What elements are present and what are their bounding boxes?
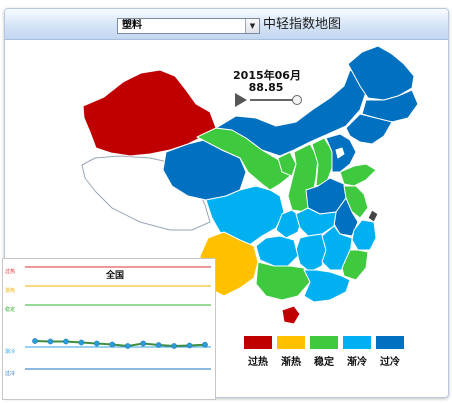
trend-point	[93, 340, 100, 347]
chevron-down-icon[interactable]: ▼	[245, 19, 259, 33]
trend-point	[124, 343, 131, 349]
timeline-slider-handle[interactable]	[292, 95, 302, 105]
region-liaoning[interactable]	[345, 113, 393, 145]
region-heilongjiang[interactable]	[347, 45, 415, 101]
page-title: 中轻指数地图	[263, 17, 342, 32]
region-taiwan[interactable]	[367, 209, 379, 223]
timeline-period: 2015年06月	[233, 69, 301, 82]
trend-point	[109, 341, 116, 348]
trend-point	[63, 338, 69, 345]
band-label: 过热	[5, 268, 15, 275]
play-icon[interactable]	[235, 93, 247, 107]
region-zhejiang[interactable]	[351, 219, 377, 251]
legend-label: 稳定	[314, 357, 334, 368]
region-fujian[interactable]	[341, 249, 369, 281]
legend-label: 过冷	[380, 357, 400, 368]
trend-point	[140, 340, 147, 347]
category-select-value: 塑料	[122, 20, 142, 31]
trend-point	[171, 343, 177, 349]
legend-item: 渐热	[277, 336, 307, 368]
legend-label: 过热	[248, 357, 268, 368]
legend-swatch	[277, 336, 305, 349]
region-hunan[interactable]	[295, 233, 327, 273]
category-select[interactable]: 塑料 ▼	[117, 18, 260, 34]
band-label: 稳定	[5, 306, 15, 313]
region-shanxi[interactable]	[311, 137, 333, 187]
trend-point	[78, 339, 85, 346]
band-label: 过冷	[5, 370, 15, 377]
legend-swatch	[310, 336, 338, 349]
region-guizhou[interactable]	[255, 235, 299, 267]
region-beijing[interactable]	[335, 147, 345, 159]
region-hainan[interactable]	[281, 305, 301, 325]
trend-point	[186, 342, 193, 349]
legend-item: 渐冷	[343, 336, 373, 368]
legend-label: 渐热	[281, 357, 301, 368]
region-chongqing[interactable]	[275, 209, 303, 239]
region-shandong[interactable]	[339, 163, 377, 187]
trend-point	[155, 342, 162, 348]
trend-point	[202, 341, 208, 348]
national-trend-title: 全国	[105, 269, 124, 281]
trend-point	[47, 338, 54, 345]
legend-label: 渐冷	[347, 357, 367, 368]
national-trend-line	[34, 340, 206, 348]
trend-point	[32, 338, 38, 344]
band-label: 渐热	[5, 287, 15, 294]
legend-swatch	[376, 336, 404, 349]
region-guangdong[interactable]	[303, 269, 351, 303]
legend-item: 过热	[244, 336, 274, 368]
index-value: 88.85	[248, 81, 284, 94]
timeline-slider[interactable]	[250, 99, 296, 101]
national-trend-chart: 全国 过热渐热稳定渐冷过冷	[2, 258, 216, 400]
band-label: 渐冷	[5, 348, 15, 355]
legend-swatch	[343, 336, 371, 349]
header-bar: 塑料 ▼ 中轻指数地图	[5, 9, 448, 40]
legend-item: 过冷	[376, 336, 406, 368]
region-guangxi[interactable]	[255, 261, 311, 301]
legend-swatch	[244, 336, 272, 349]
legend-item: 稳定	[310, 336, 340, 368]
